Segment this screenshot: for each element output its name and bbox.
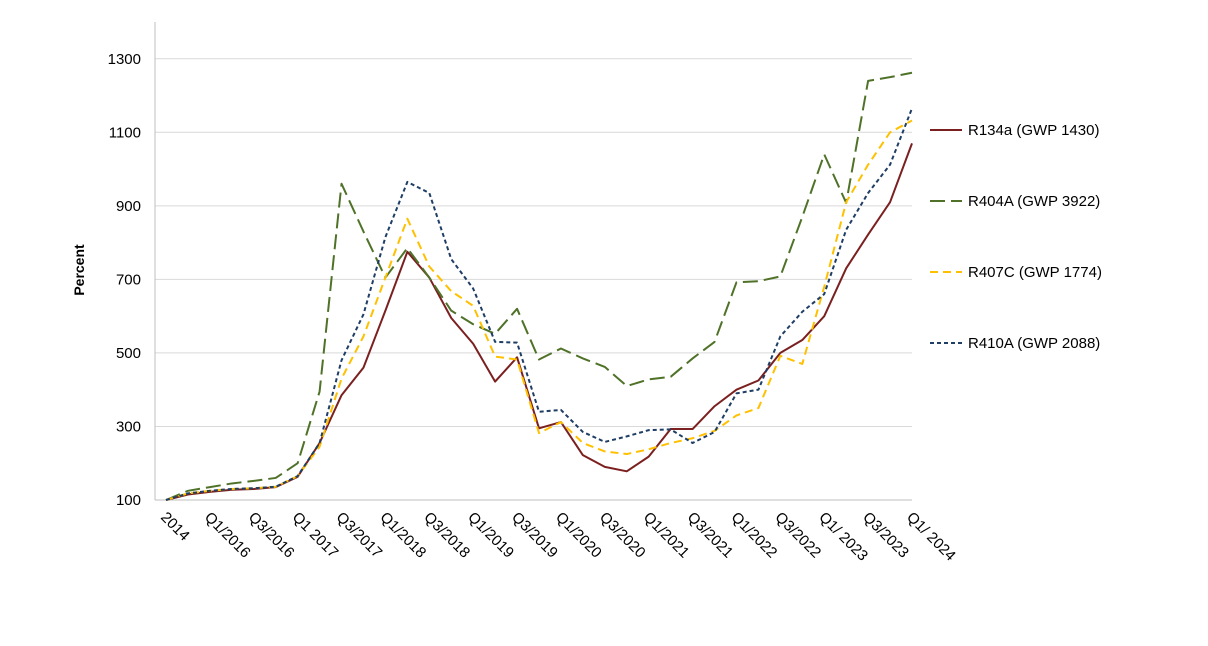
y-tick-label: 100 (116, 492, 141, 509)
series-line-1 (165, 142, 913, 501)
x-tick-label: Q3/2019 (508, 509, 561, 562)
series-line-4 (165, 108, 913, 501)
gridlines (155, 58, 912, 427)
legend-label: R404A (GWP 3922) (968, 193, 1100, 210)
x-tick-label: Q3/2017 (333, 509, 386, 562)
x-tick-label: Q1/2022 (728, 509, 781, 562)
legend-label: R407C (GWP 1774) (968, 264, 1102, 281)
x-tick-label: Q1/2020 (552, 509, 605, 562)
legend-label: R134a (GWP 1430) (968, 122, 1099, 139)
x-tick-label: Q3/2016 (245, 509, 298, 562)
x-tick-label: 2014 (157, 509, 193, 545)
y-tick-label: 300 (116, 418, 141, 435)
series-line-3 (165, 119, 913, 501)
axes (154, 22, 912, 501)
y-axis-title: Percent (71, 244, 87, 296)
x-tick-label: Q3/2022 (772, 509, 825, 562)
x-tick-label: Q3/2018 (420, 509, 473, 562)
series-line-2 (165, 71, 913, 501)
x-tick-label: Q1/2019 (464, 509, 517, 562)
legend: R134a (GWP 1430) R404A (GWP 3922) R407C (G… (930, 122, 1102, 352)
y-tick-labels: 100 300 500 700 900 1100 1300 (108, 51, 141, 509)
y-tick-label: 500 (116, 345, 141, 362)
x-tick-label: Q3/2020 (596, 509, 649, 562)
x-tick-label: Q1/ 2024 (903, 509, 959, 565)
y-tick-label: 700 (116, 271, 141, 288)
x-tick-label: Q3/2021 (684, 509, 737, 562)
y-tick-label: 1100 (109, 124, 141, 141)
x-tick-label: Q1/2021 (640, 509, 693, 562)
y-tick-label: 900 (116, 198, 141, 215)
x-tick-label: Q1/2018 (377, 509, 430, 562)
series-lines (165, 71, 913, 501)
y-tick-label: 1300 (108, 51, 141, 68)
x-tick-label: Q1 2017 (289, 509, 342, 562)
x-tick-label: Q1/2016 (201, 509, 254, 562)
legend-label: R410A (GWP 2088) (968, 335, 1100, 352)
